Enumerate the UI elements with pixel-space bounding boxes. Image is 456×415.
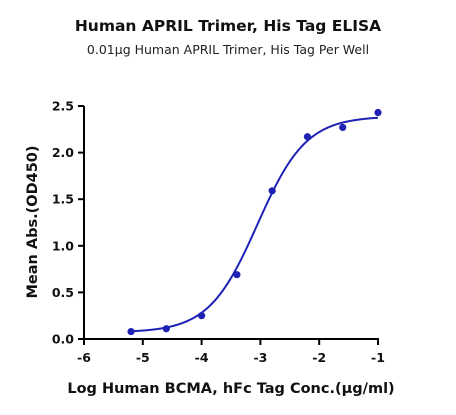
y-axis-ticks: 0.0 0.5 1.0 1.5 2.0 2.5	[52, 99, 84, 347]
data-point	[268, 187, 276, 195]
chart-subtitle: 0.01μg Human APRIL Trimer, His Tag Per W…	[87, 42, 369, 57]
data-point	[303, 133, 312, 141]
x-tick-label: -3	[253, 350, 267, 365]
fit-curve	[130, 116, 379, 333]
data-point	[198, 312, 206, 320]
y-tick-label: 2.0	[52, 145, 74, 160]
chart-title: Human APRIL Trimer, His Tag ELISA	[75, 17, 381, 35]
data-point	[374, 108, 382, 117]
x-axis-label: Log Human BCMA, hFc Tag Conc.(μg/ml)	[67, 381, 394, 397]
y-tick-label: 0.5	[52, 285, 74, 300]
data-point	[162, 325, 170, 333]
x-tick-label: -5	[136, 350, 150, 365]
axes	[83, 106, 379, 340]
x-tick-label: -1	[371, 350, 385, 365]
x-tick-label: -4	[195, 350, 209, 365]
data-points	[127, 108, 382, 336]
data-point	[127, 327, 135, 336]
y-tick-label: 1.0	[52, 238, 74, 253]
y-tick-label: 0.0	[52, 332, 74, 347]
x-tick-label: -2	[312, 350, 326, 365]
data-point	[339, 123, 347, 132]
y-tick-label: 2.5	[52, 99, 74, 114]
y-tick-label: 1.5	[52, 192, 74, 207]
data-point	[233, 271, 241, 279]
x-tick-label: -6	[77, 350, 91, 365]
x-axis-ticks: -6 -5 -4 -3 -2 -1	[77, 339, 385, 365]
y-axis-label: Mean Abs.(OD450)	[25, 145, 41, 298]
